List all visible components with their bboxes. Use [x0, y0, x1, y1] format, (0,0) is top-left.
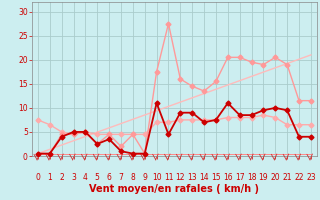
X-axis label: Vent moyen/en rafales ( km/h ): Vent moyen/en rafales ( km/h )	[89, 184, 260, 194]
